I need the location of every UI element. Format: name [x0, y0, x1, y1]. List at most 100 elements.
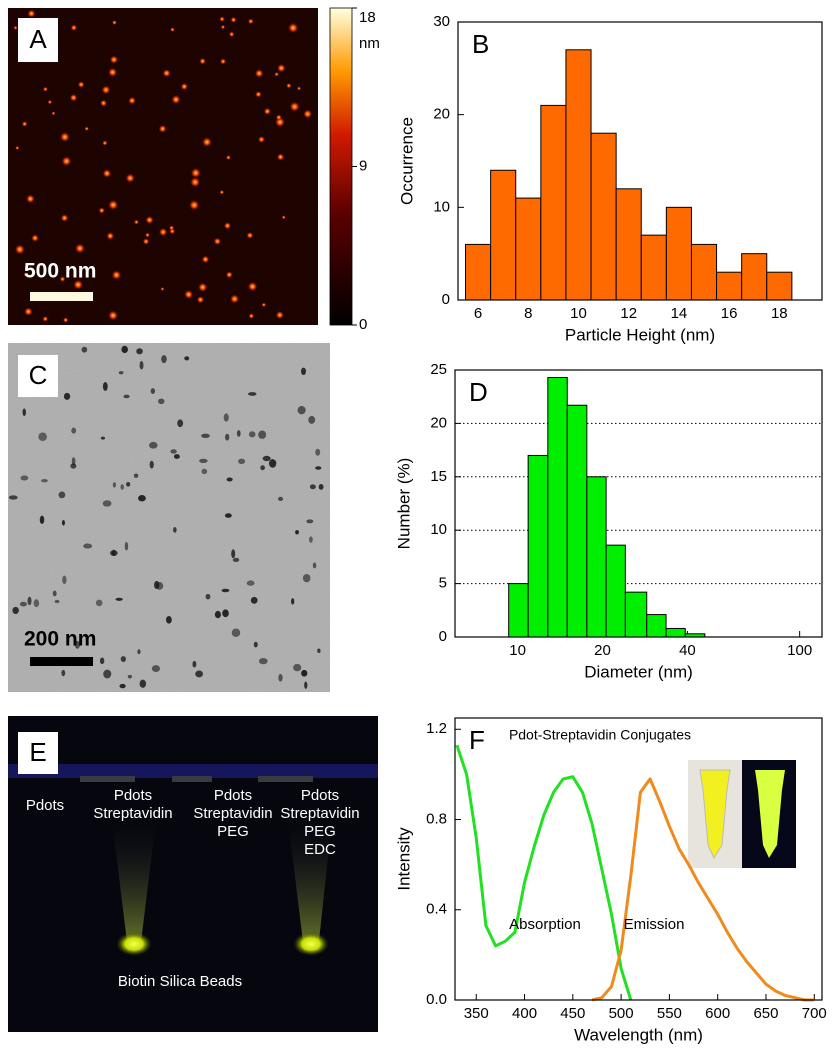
afm-particle — [228, 31, 235, 38]
y-tick-label: 0 — [442, 291, 450, 308]
bar — [565, 49, 592, 301]
tube-label: EDC — [304, 841, 336, 858]
tube-label: Streptavidin — [93, 805, 172, 822]
tem-particle — [52, 590, 57, 597]
label-box — [18, 355, 58, 397]
tem-particle — [110, 550, 118, 557]
afm-particle — [247, 281, 258, 292]
bar — [605, 544, 626, 638]
x-tick-label: 18 — [771, 305, 788, 322]
tem-particle — [312, 562, 317, 569]
tem-particle — [226, 477, 233, 482]
afm-particle — [168, 225, 175, 231]
afm-particle — [42, 315, 49, 322]
tem-particle — [177, 419, 184, 428]
tem-particle — [246, 580, 255, 586]
afm-particle — [102, 140, 108, 146]
afm-particle — [183, 289, 194, 300]
tem-particle — [224, 513, 232, 518]
tem-particle — [95, 599, 103, 607]
afm-particle — [254, 68, 264, 78]
colorbar — [329, 7, 353, 326]
colorbar-unit: nm — [359, 35, 380, 52]
tube-label: Pdots — [214, 787, 252, 804]
tem-particle — [161, 355, 167, 364]
afm-particle — [15, 145, 20, 151]
tem-particle — [70, 463, 77, 469]
afm-particle — [14, 244, 26, 255]
tem-particle — [308, 415, 316, 424]
afm-particle — [109, 55, 119, 65]
afm-particle — [199, 57, 207, 65]
x-tick-label: 100 — [787, 642, 812, 659]
bar — [665, 627, 686, 638]
x-tick-label: 450 — [560, 1005, 585, 1022]
tem-particle — [137, 649, 141, 655]
afm-particle — [197, 282, 208, 293]
y-tick-label: 10 — [430, 521, 447, 538]
afm-particle — [99, 99, 108, 107]
tem-particle — [115, 597, 123, 601]
x-axis-label: Wavelength (nm) — [574, 1025, 703, 1044]
tem-particle — [315, 448, 321, 456]
afm-particle — [246, 231, 254, 239]
tube-label: Streptavidin — [193, 805, 272, 822]
afm-particle — [98, 207, 106, 214]
tem-texture — [8, 343, 330, 692]
tem-particle — [120, 656, 126, 663]
afm-particle — [62, 317, 69, 323]
y-tick-label: 30 — [433, 13, 450, 30]
afm-particle — [106, 231, 115, 241]
inset-photo — [688, 760, 796, 868]
tube-label: Pdots — [26, 797, 64, 814]
afm-particle — [73, 279, 84, 290]
afm-particle — [286, 82, 292, 89]
tem-particle — [184, 356, 190, 361]
tem-particle — [250, 596, 258, 604]
tem-particle — [127, 674, 133, 679]
afm-particle — [59, 276, 66, 283]
x-tick-label: 14 — [671, 305, 688, 322]
tem-particle — [133, 473, 139, 478]
tem-particle — [126, 481, 131, 487]
bar — [716, 271, 743, 301]
y-tick-label: 1.2 — [426, 720, 447, 737]
afm-particle — [223, 221, 232, 230]
bar — [741, 253, 768, 301]
afm-particle — [220, 24, 226, 30]
bar — [586, 476, 607, 638]
tem-particle — [253, 641, 258, 648]
tem-particle — [61, 669, 66, 677]
afm-particle — [225, 154, 231, 161]
afm-particle — [158, 124, 167, 133]
afm-particle — [111, 20, 117, 26]
afm-particle — [74, 243, 86, 254]
tube-label: Streptavidin — [280, 805, 359, 822]
y-tick-label: 10 — [433, 198, 450, 215]
tube-cap — [80, 776, 135, 782]
tem-particle — [302, 573, 311, 583]
tem-particle — [295, 530, 299, 535]
afm-particle — [101, 85, 111, 95]
tem-particle — [151, 665, 160, 673]
afm-particle — [289, 101, 300, 112]
afm-particle — [142, 237, 150, 245]
afm-particle — [188, 199, 200, 211]
afm-particle — [111, 270, 122, 280]
afm-particle — [263, 107, 272, 116]
tem-particle — [236, 430, 241, 437]
tem-particle — [297, 405, 306, 415]
bar — [665, 206, 692, 301]
tem-particle — [192, 660, 197, 668]
tem-particle — [205, 593, 211, 600]
tem-particle — [119, 683, 126, 689]
tube-cap — [258, 776, 313, 782]
afm-particle — [27, 9, 36, 18]
plot-frame — [457, 21, 823, 301]
tem-particle — [38, 432, 47, 442]
colorbar-tick-label: 9 — [359, 157, 367, 174]
afm-particle — [248, 313, 255, 319]
tem-particle — [195, 670, 204, 678]
afm-particle — [60, 214, 69, 222]
panel-a: A 500 nm 0 9 18 nm — [8, 7, 380, 333]
